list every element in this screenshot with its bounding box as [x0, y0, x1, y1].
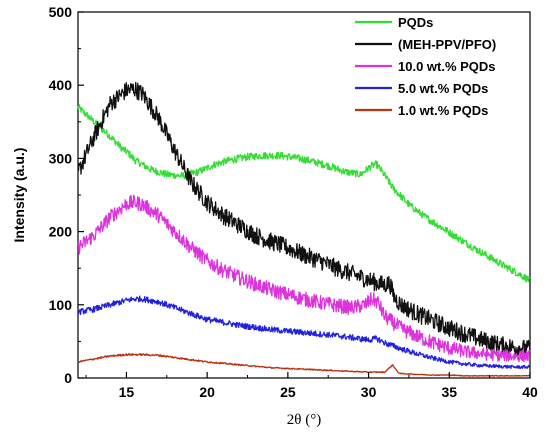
x-tick-label-5: 40 — [522, 384, 538, 400]
y-tick-label-0: 0 — [64, 370, 72, 386]
x-axis-title: 2θ (°) — [287, 412, 321, 428]
series-line-1 — [77, 81, 531, 357]
x-tick-label-2: 25 — [280, 384, 296, 400]
legend-label-3: 5.0 wt.% PQDs — [398, 81, 488, 96]
legend-label-4: 1.0 wt.% PQDs — [398, 103, 488, 118]
legend-label-2: 10.0 wt.% PQDs — [398, 59, 496, 74]
y-tick-label-5: 500 — [49, 4, 73, 20]
x-tick-label-0: 15 — [119, 384, 135, 400]
y-tick-label-1: 100 — [49, 297, 73, 313]
series-line-2 — [77, 194, 531, 363]
legend-label-1: (MEH-PPV/PFO) — [398, 37, 496, 52]
series-line-0 — [77, 104, 531, 283]
series-line-3 — [77, 295, 531, 370]
series-line-4 — [77, 353, 531, 377]
y-tick-label-4: 400 — [49, 77, 73, 93]
x-tick-label-3: 30 — [361, 384, 377, 400]
y-tick-label-3: 300 — [49, 150, 73, 166]
legend-label-0: PQDs — [398, 15, 433, 30]
series-layer — [77, 81, 531, 377]
legend: PQDs (MEH-PPV/PFO) 10.0 wt.% PQDs 5.0 wt.% … — [355, 15, 496, 118]
y-tick-label-2: 200 — [49, 224, 73, 240]
y-axis-title: Intensity (a.u.) — [11, 148, 27, 243]
x-tick-label-1: 20 — [199, 384, 215, 400]
x-tick-label-4: 35 — [441, 384, 457, 400]
